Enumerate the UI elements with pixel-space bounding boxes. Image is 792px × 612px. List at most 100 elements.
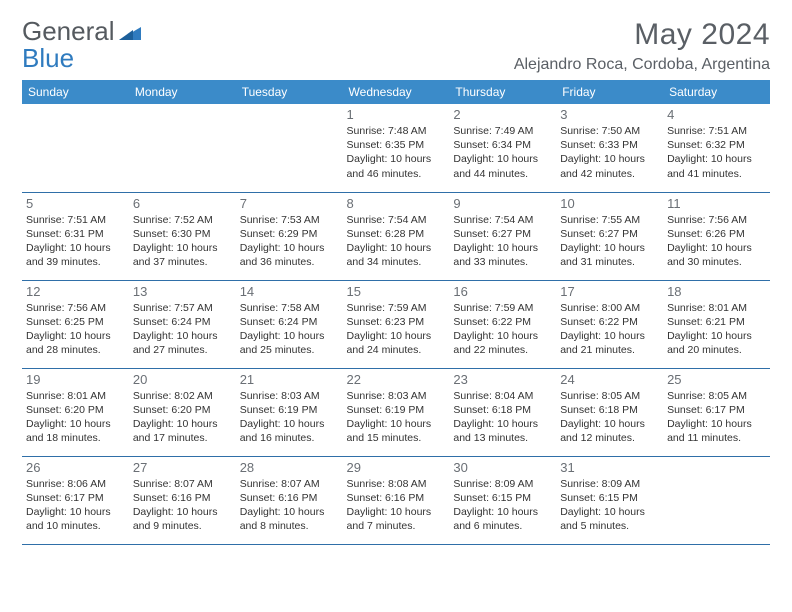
day-info: Sunrise: 7:58 AMSunset: 6:24 PMDaylight:… bbox=[240, 301, 339, 358]
sunset-text: Sunset: 6:19 PM bbox=[240, 403, 339, 417]
sunrise-text: Sunrise: 8:04 AM bbox=[453, 389, 552, 403]
day-number: 22 bbox=[347, 372, 446, 387]
daylight-text: Daylight: 10 hours and 33 minutes. bbox=[453, 241, 552, 269]
sunset-text: Sunset: 6:28 PM bbox=[347, 227, 446, 241]
sunrise-text: Sunrise: 8:09 AM bbox=[453, 477, 552, 491]
sunrise-text: Sunrise: 7:53 AM bbox=[240, 213, 339, 227]
day-number: 30 bbox=[453, 460, 552, 475]
daylight-text: Daylight: 10 hours and 42 minutes. bbox=[560, 152, 659, 180]
day-info: Sunrise: 8:03 AMSunset: 6:19 PMDaylight:… bbox=[240, 389, 339, 446]
daylight-text: Daylight: 10 hours and 24 minutes. bbox=[347, 329, 446, 357]
sunrise-text: Sunrise: 7:58 AM bbox=[240, 301, 339, 315]
day-number: 1 bbox=[347, 107, 446, 122]
calendar-cell: 5Sunrise: 7:51 AMSunset: 6:31 PMDaylight… bbox=[22, 192, 129, 280]
calendar-cell bbox=[236, 104, 343, 192]
sunset-text: Sunset: 6:21 PM bbox=[667, 315, 766, 329]
sunrise-text: Sunrise: 8:05 AM bbox=[667, 389, 766, 403]
brand-part2: Blue bbox=[22, 43, 74, 73]
day-info: Sunrise: 8:01 AMSunset: 6:21 PMDaylight:… bbox=[667, 301, 766, 358]
header: General Blue May 2024 Alejandro Roca, Co… bbox=[22, 18, 770, 74]
calendar-cell: 4 Sunrise: 7:51 AMSunset: 6:32 PMDaylight… bbox=[663, 104, 770, 192]
calendar-cell bbox=[22, 104, 129, 192]
sunrise-text: Sunrise: 8:03 AM bbox=[240, 389, 339, 403]
brand-logo: General Blue bbox=[22, 18, 141, 72]
day-info: Sunrise: 7:51 AMSunset: 6:32 PMDaylight:… bbox=[667, 124, 766, 181]
day-info: Sunrise: 8:01 AMSunset: 6:20 PMDaylight:… bbox=[26, 389, 125, 446]
daylight-text: Daylight: 10 hours and 10 minutes. bbox=[26, 505, 125, 533]
daylight-text: Daylight: 10 hours and 37 minutes. bbox=[133, 241, 232, 269]
sunset-text: Sunset: 6:19 PM bbox=[347, 403, 446, 417]
calendar-cell: 21 Sunrise: 8:03 AMSunset: 6:19 PMDayligh… bbox=[236, 368, 343, 456]
daylight-text: Daylight: 10 hours and 16 minutes. bbox=[240, 417, 339, 445]
calendar-cell: 30Sunrise: 8:09 AMSunset: 6:15 PMDayligh… bbox=[449, 456, 556, 544]
day-number: 23 bbox=[453, 372, 552, 387]
weekday-header-row: Sunday Monday Tuesday Wednesday Thursday… bbox=[22, 80, 770, 104]
day-number: 21 bbox=[240, 372, 339, 387]
day-number: 29 bbox=[347, 460, 446, 475]
day-number: 4 bbox=[667, 107, 766, 122]
daylight-text: Daylight: 10 hours and 25 minutes. bbox=[240, 329, 339, 357]
sunset-text: Sunset: 6:32 PM bbox=[667, 138, 766, 152]
calendar-cell: 24Sunrise: 8:05 AMSunset: 6:18 PMDayligh… bbox=[556, 368, 663, 456]
calendar-cell: 2Sunrise: 7:49 AMSunset: 6:34 PMDaylight… bbox=[449, 104, 556, 192]
calendar-cell: 15Sunrise: 7:59 AMSunset: 6:23 PMDayligh… bbox=[343, 280, 450, 368]
weekday-header: Wednesday bbox=[343, 80, 450, 104]
sunset-text: Sunset: 6:22 PM bbox=[453, 315, 552, 329]
calendar-cell: 23Sunrise: 8:04 AMSunset: 6:18 PMDayligh… bbox=[449, 368, 556, 456]
sunrise-text: Sunrise: 8:07 AM bbox=[240, 477, 339, 491]
sunrise-text: Sunrise: 8:05 AM bbox=[560, 389, 659, 403]
day-number: 25 bbox=[667, 372, 766, 387]
sunrise-text: Sunrise: 7:59 AM bbox=[453, 301, 552, 315]
daylight-text: Daylight: 10 hours and 36 minutes. bbox=[240, 241, 339, 269]
sunrise-text: Sunrise: 7:54 AM bbox=[453, 213, 552, 227]
calendar-cell: 1 Sunrise: 7:48 AMSunset: 6:35 PMDaylight… bbox=[343, 104, 450, 192]
calendar-cell: 3Sunrise: 7:50 AMSunset: 6:33 PMDaylight… bbox=[556, 104, 663, 192]
day-info: Sunrise: 7:48 AMSunset: 6:35 PMDaylight:… bbox=[347, 124, 446, 181]
sunrise-text: Sunrise: 7:55 AM bbox=[560, 213, 659, 227]
calendar-cell: 13Sunrise: 7:57 AMSunset: 6:24 PMDayligh… bbox=[129, 280, 236, 368]
location-subtitle: Alejandro Roca, Cordoba, Argentina bbox=[514, 56, 770, 74]
calendar-cell bbox=[129, 104, 236, 192]
calendar-cell: 22 Sunrise: 8:03 AMSunset: 6:19 PMDayligh… bbox=[343, 368, 450, 456]
day-number: 16 bbox=[453, 284, 552, 299]
day-number: 7 bbox=[240, 196, 339, 211]
sunrise-text: Sunrise: 7:56 AM bbox=[26, 301, 125, 315]
sunrise-text: Sunrise: 8:06 AM bbox=[26, 477, 125, 491]
day-info: Sunrise: 7:56 AMSunset: 6:26 PMDaylight:… bbox=[667, 213, 766, 270]
sunset-text: Sunset: 6:18 PM bbox=[560, 403, 659, 417]
daylight-text: Daylight: 10 hours and 30 minutes. bbox=[667, 241, 766, 269]
brand-part1: General bbox=[22, 16, 115, 46]
day-info: Sunrise: 7:51 AMSunset: 6:31 PMDaylight:… bbox=[26, 213, 125, 270]
day-number: 15 bbox=[347, 284, 446, 299]
sunset-text: Sunset: 6:34 PM bbox=[453, 138, 552, 152]
calendar-cell: 7 Sunrise: 7:53 AMSunset: 6:29 PMDaylight… bbox=[236, 192, 343, 280]
day-info: Sunrise: 7:54 AMSunset: 6:28 PMDaylight:… bbox=[347, 213, 446, 270]
sunset-text: Sunset: 6:23 PM bbox=[347, 315, 446, 329]
daylight-text: Daylight: 10 hours and 39 minutes. bbox=[26, 241, 125, 269]
daylight-text: Daylight: 10 hours and 27 minutes. bbox=[133, 329, 232, 357]
day-number: 28 bbox=[240, 460, 339, 475]
sunrise-text: Sunrise: 7:51 AM bbox=[667, 124, 766, 138]
day-number: 11 bbox=[667, 196, 766, 211]
day-info: Sunrise: 8:07 AMSunset: 6:16 PMDaylight:… bbox=[240, 477, 339, 534]
day-info: Sunrise: 8:05 AMSunset: 6:17 PMDaylight:… bbox=[667, 389, 766, 446]
day-info: Sunrise: 7:55 AMSunset: 6:27 PMDaylight:… bbox=[560, 213, 659, 270]
day-number: 19 bbox=[26, 372, 125, 387]
day-number: 17 bbox=[560, 284, 659, 299]
sunset-text: Sunset: 6:27 PM bbox=[560, 227, 659, 241]
sunset-text: Sunset: 6:20 PM bbox=[133, 403, 232, 417]
sunrise-text: Sunrise: 7:54 AM bbox=[347, 213, 446, 227]
sunset-text: Sunset: 6:35 PM bbox=[347, 138, 446, 152]
sunset-text: Sunset: 6:29 PM bbox=[240, 227, 339, 241]
day-info: Sunrise: 8:03 AMSunset: 6:19 PMDaylight:… bbox=[347, 389, 446, 446]
daylight-text: Daylight: 10 hours and 7 minutes. bbox=[347, 505, 446, 533]
sunset-text: Sunset: 6:31 PM bbox=[26, 227, 125, 241]
sunset-text: Sunset: 6:25 PM bbox=[26, 315, 125, 329]
sunrise-text: Sunrise: 8:08 AM bbox=[347, 477, 446, 491]
sunrise-text: Sunrise: 7:52 AM bbox=[133, 213, 232, 227]
day-number: 18 bbox=[667, 284, 766, 299]
daylight-text: Daylight: 10 hours and 18 minutes. bbox=[26, 417, 125, 445]
weekday-header: Saturday bbox=[663, 80, 770, 104]
day-number: 20 bbox=[133, 372, 232, 387]
daylight-text: Daylight: 10 hours and 6 minutes. bbox=[453, 505, 552, 533]
